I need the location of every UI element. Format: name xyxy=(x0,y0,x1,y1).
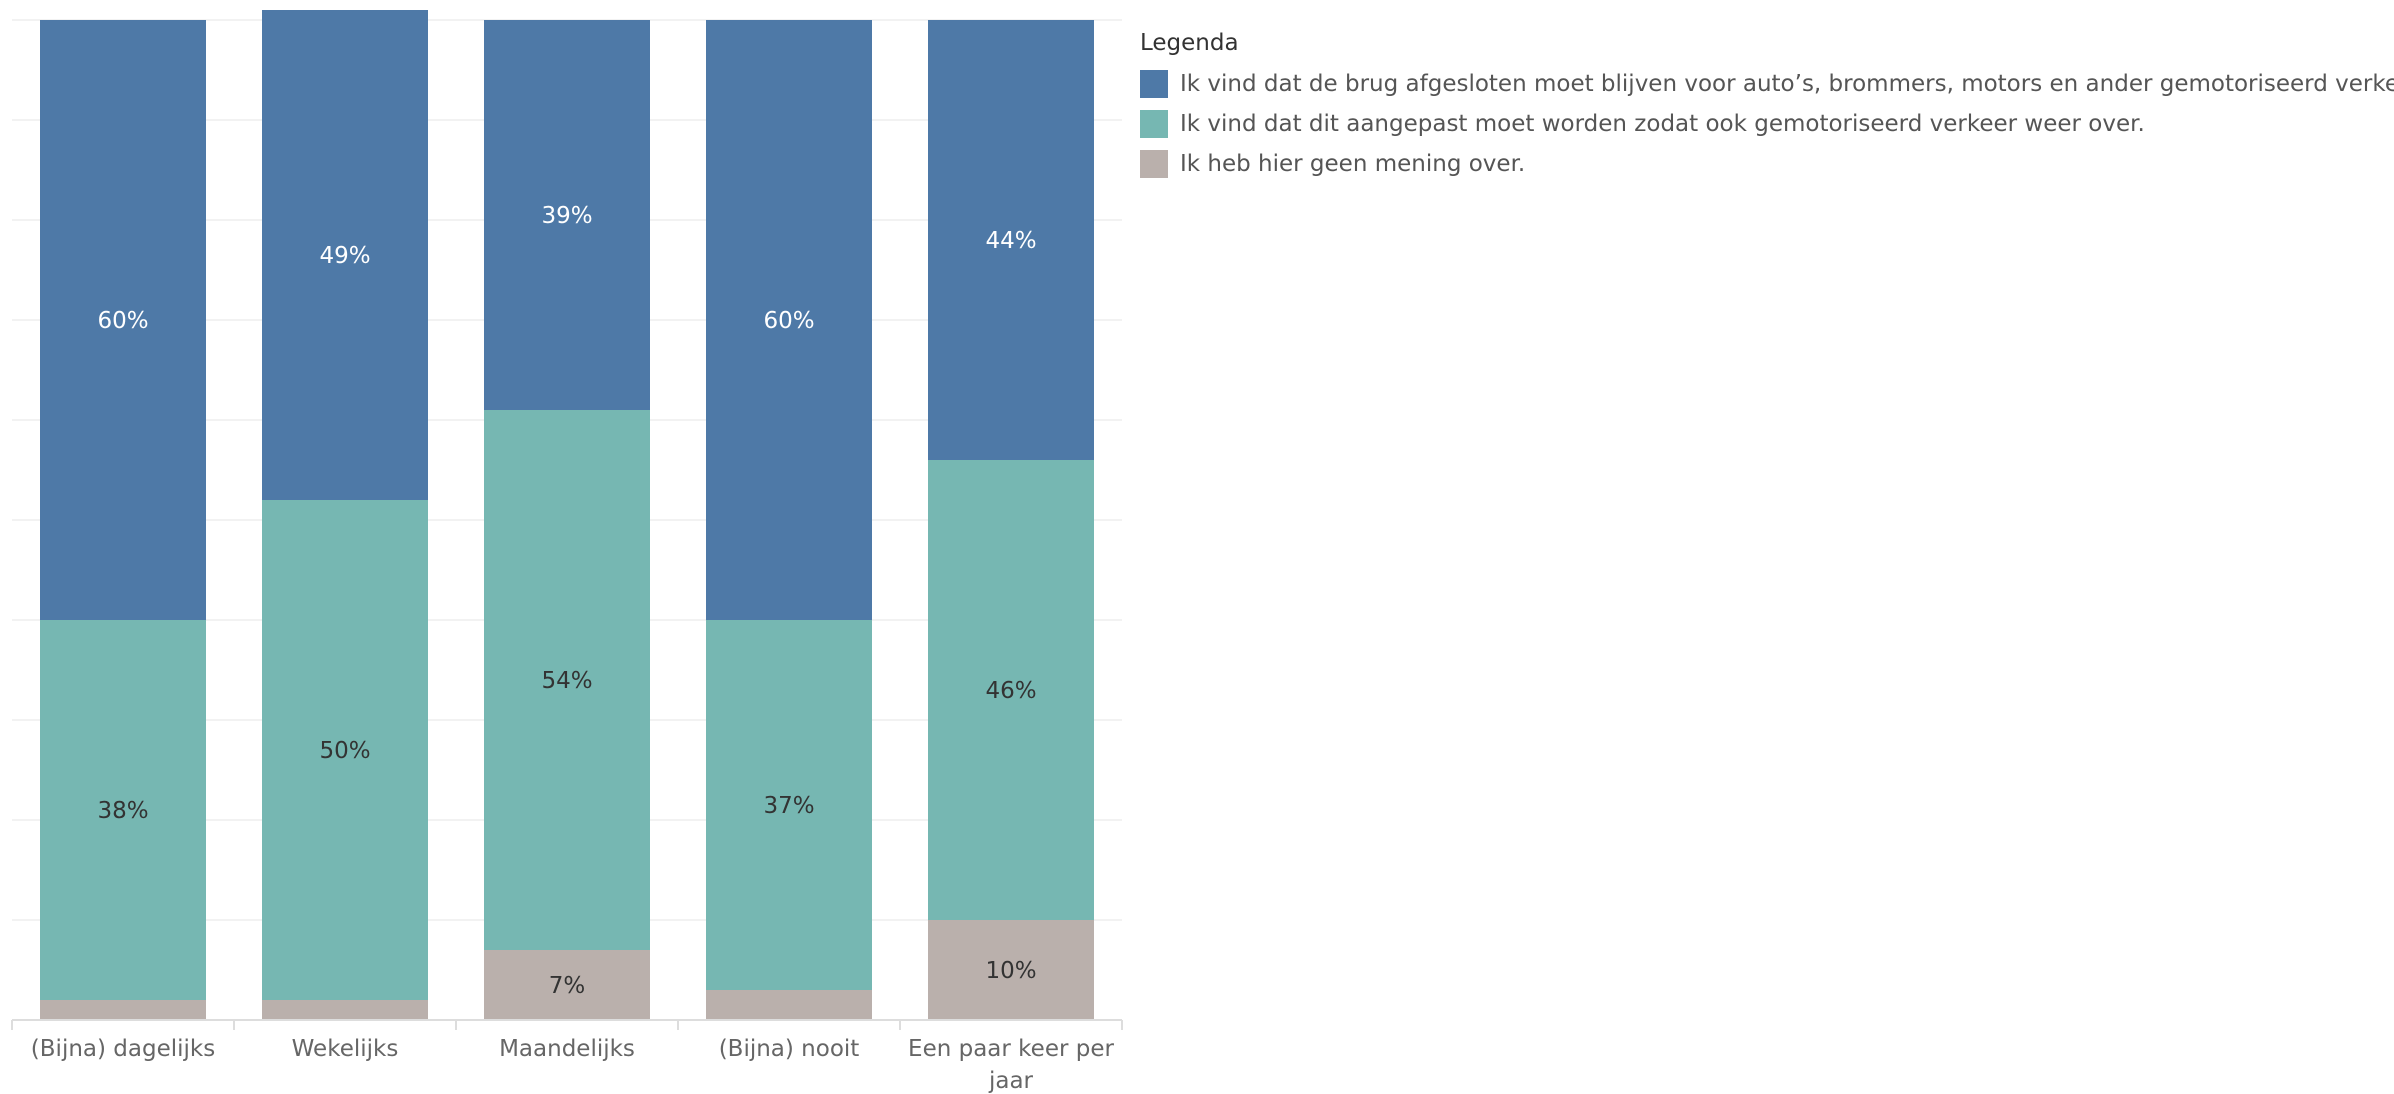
legend-swatch-closed xyxy=(1140,70,1168,98)
data-label: 7% xyxy=(549,973,586,999)
bar-segment xyxy=(706,990,872,1020)
bar-segment xyxy=(928,20,1094,460)
legend-item-closed[interactable]: Ik vind dat de brug afgesloten moet blij… xyxy=(1140,64,2394,104)
legend-item-adjust[interactable]: Ik vind dat dit aangepast moet worden zo… xyxy=(1140,104,2394,144)
legend-swatch-no-opinion xyxy=(1140,150,1168,178)
data-label: 10% xyxy=(985,958,1036,984)
legend-swatch-adjust xyxy=(1140,110,1168,138)
bar-segment xyxy=(262,1000,428,1020)
bar-segment xyxy=(40,20,206,620)
data-label: 49% xyxy=(319,243,370,269)
data-label: 46% xyxy=(985,678,1036,704)
bar-segment xyxy=(706,20,872,620)
data-label: 37% xyxy=(763,793,814,819)
x-tick-label: (Bijna) dagelijks xyxy=(31,1036,215,1062)
x-tick-label: Een paar keer per jaar xyxy=(908,1036,1114,1094)
data-label: 38% xyxy=(97,798,148,824)
stacked-bar-chart: 38% 60% 50% 49% 7% 54% 39% 37% 60% 10% 46% 44% (Bijn… xyxy=(11,10,1123,1094)
data-label: 39% xyxy=(541,203,592,229)
bar-segment xyxy=(484,20,650,410)
legend-label: Ik vind dat dit aangepast moet worden zo… xyxy=(1180,111,2145,137)
x-tick-label: Wekelijks xyxy=(292,1036,399,1062)
bar-segment xyxy=(484,950,650,1020)
bar-segment xyxy=(262,10,428,500)
legend-label: Ik vind dat de brug afgesloten moet blij… xyxy=(1180,71,2394,97)
x-tick-label: Maandelijks xyxy=(499,1036,635,1062)
bar-segment xyxy=(928,920,1094,1020)
data-label: 60% xyxy=(97,308,148,334)
legend-title: Legenda xyxy=(1140,30,1239,56)
data-label: 44% xyxy=(985,228,1036,254)
bar-segment xyxy=(706,620,872,990)
bar-segment xyxy=(262,500,428,1000)
x-tick-label: (Bijna) nooit xyxy=(719,1036,860,1062)
legend-item-no-opinion[interactable]: Ik heb hier geen mening over. xyxy=(1140,144,2394,184)
legend-label: Ik heb hier geen mening over. xyxy=(1180,151,1526,177)
legend: Legenda Ik vind dat de brug afgesloten m… xyxy=(1140,30,2394,184)
data-label: 50% xyxy=(319,738,370,764)
bar-segment xyxy=(484,410,650,950)
data-label: 60% xyxy=(763,308,814,334)
data-label: 54% xyxy=(541,668,592,694)
bar-segment xyxy=(928,460,1094,920)
bar-segment xyxy=(40,1000,206,1020)
bar-segment xyxy=(40,620,206,1000)
